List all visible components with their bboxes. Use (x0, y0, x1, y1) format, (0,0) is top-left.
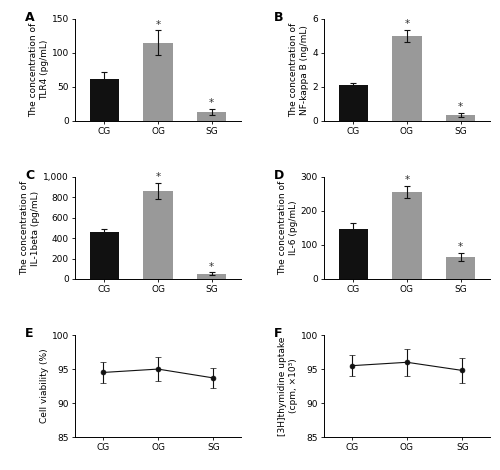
Text: C: C (25, 169, 34, 182)
Bar (197, 112, 226, 121)
Text: *: * (458, 102, 463, 112)
Y-axis label: Cell viability (%): Cell viability (%) (40, 349, 48, 423)
Text: E: E (25, 327, 34, 340)
Bar (90, 232, 119, 279)
Text: B: B (274, 11, 283, 24)
Bar (197, 274, 226, 279)
Bar (338, 85, 368, 121)
Text: *: * (209, 98, 214, 108)
Bar (338, 228, 368, 279)
Text: *: * (404, 175, 409, 185)
Bar (392, 36, 422, 121)
Bar (144, 191, 172, 279)
Y-axis label: [3H]thymidine uptake
(cpm, ×10³): [3H]thymidine uptake (cpm, ×10³) (278, 337, 297, 436)
Text: *: * (404, 19, 409, 29)
Bar (392, 192, 422, 279)
Y-axis label: The concentration of
TLR4 (pg/mL): The concentration of TLR4 (pg/mL) (28, 23, 48, 117)
Text: A: A (25, 11, 35, 24)
Y-axis label: The concentration of
NF-kappa B (ng/mL): The concentration of NF-kappa B (ng/mL) (289, 23, 309, 117)
Bar (90, 78, 119, 121)
Text: *: * (156, 172, 160, 182)
Text: F: F (274, 327, 282, 340)
Text: *: * (209, 262, 214, 272)
Text: *: * (156, 20, 160, 30)
Y-axis label: The concentration of
IL-1beta (pg/mL): The concentration of IL-1beta (pg/mL) (20, 181, 40, 275)
Text: *: * (458, 242, 463, 252)
Y-axis label: The concentration of
IL-6 (pg/mL): The concentration of IL-6 (pg/mL) (278, 181, 297, 275)
Bar (446, 115, 476, 121)
Text: D: D (274, 169, 284, 182)
Bar (446, 257, 476, 279)
Bar (144, 43, 172, 121)
